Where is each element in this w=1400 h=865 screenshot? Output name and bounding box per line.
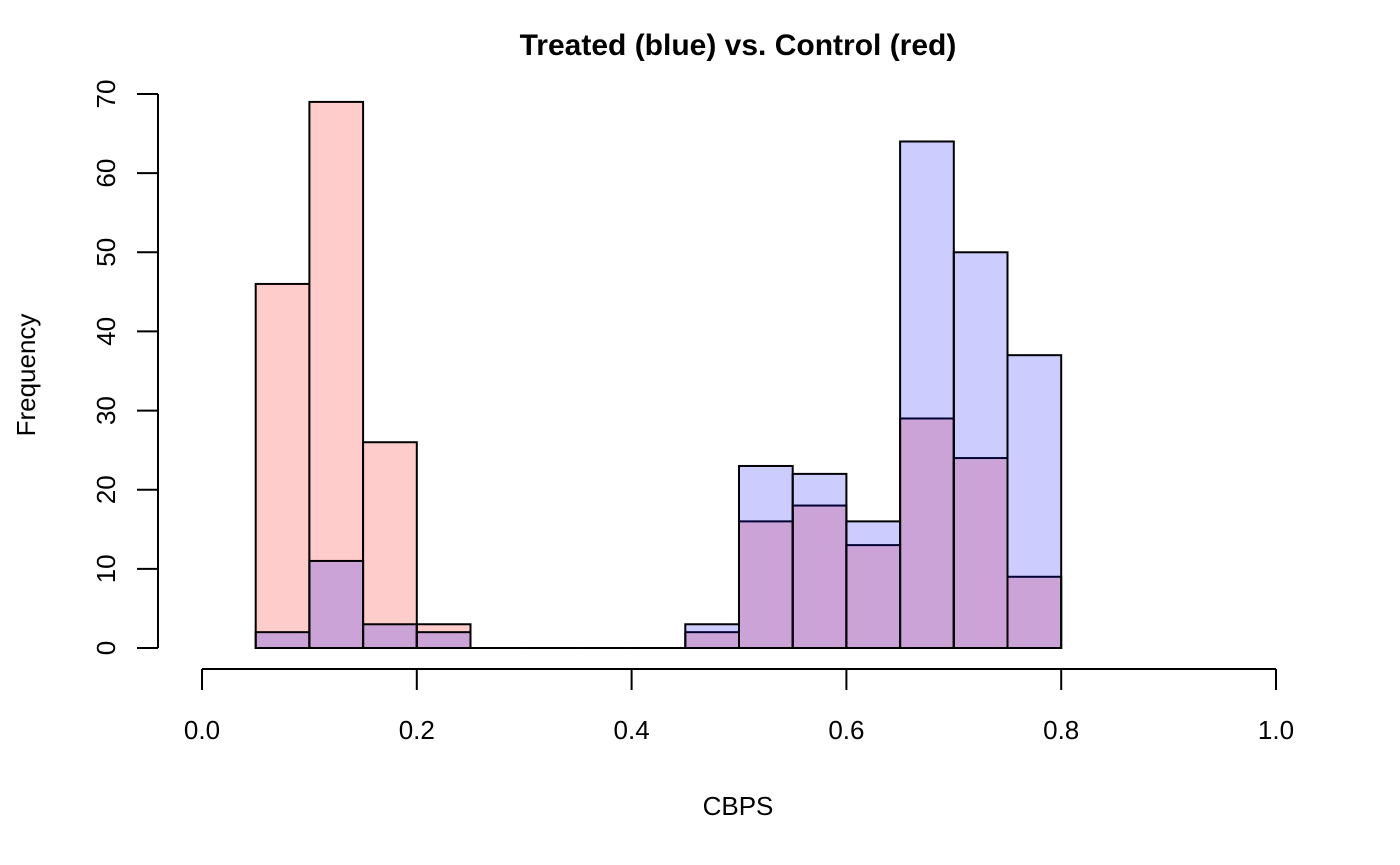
- y-tick-label: 60: [91, 159, 121, 188]
- treated-bar: [738, 464, 794, 649]
- control-bars: [254, 100, 1063, 650]
- y-tick-label: 50: [91, 238, 121, 267]
- treated-bars: [254, 140, 1063, 650]
- x-tick-label: 0.4: [614, 715, 650, 745]
- treated-bar: [952, 251, 1009, 650]
- y-axis: 0 10 20 30 40 50 60 70: [91, 80, 159, 655]
- chart-title: Treated (blue) vs. Control (red): [520, 29, 957, 62]
- treated-bar: [362, 623, 418, 649]
- y-tick-label: 70: [91, 80, 121, 109]
- x-tick-label: 0.2: [399, 715, 435, 745]
- x-tick-label: 0.0: [184, 715, 220, 745]
- y-tick-label: 10: [91, 554, 121, 583]
- x-axis: 0.0 0.2 0.4 0.6 0.8 1.0: [184, 668, 1294, 745]
- control-bar: [362, 441, 418, 649]
- treated-bar: [308, 559, 365, 650]
- y-tick-label: 30: [91, 396, 121, 425]
- x-tick-label: 0.8: [1043, 715, 1079, 745]
- x-tick-label: 1.0: [1258, 715, 1294, 745]
- treated-bar: [684, 623, 740, 649]
- treated-bar: [415, 631, 472, 650]
- treated-bar: [899, 140, 955, 649]
- treated-bar: [791, 472, 848, 649]
- y-tick-label: 20: [91, 475, 121, 504]
- x-tick-label: 0.6: [828, 715, 864, 745]
- x-axis-label: CBPS: [703, 791, 774, 821]
- treated-bar: [1006, 354, 1063, 649]
- control-bar: [254, 282, 311, 649]
- treated-bar: [845, 520, 902, 649]
- treated-bar: [254, 631, 311, 650]
- control-bar: [899, 417, 955, 649]
- control-bar: [1006, 575, 1063, 649]
- y-tick-label: 0: [91, 641, 121, 655]
- y-tick-label: 40: [91, 317, 121, 346]
- y-axis-label: Frequency: [11, 314, 41, 437]
- control-bar: [308, 100, 365, 649]
